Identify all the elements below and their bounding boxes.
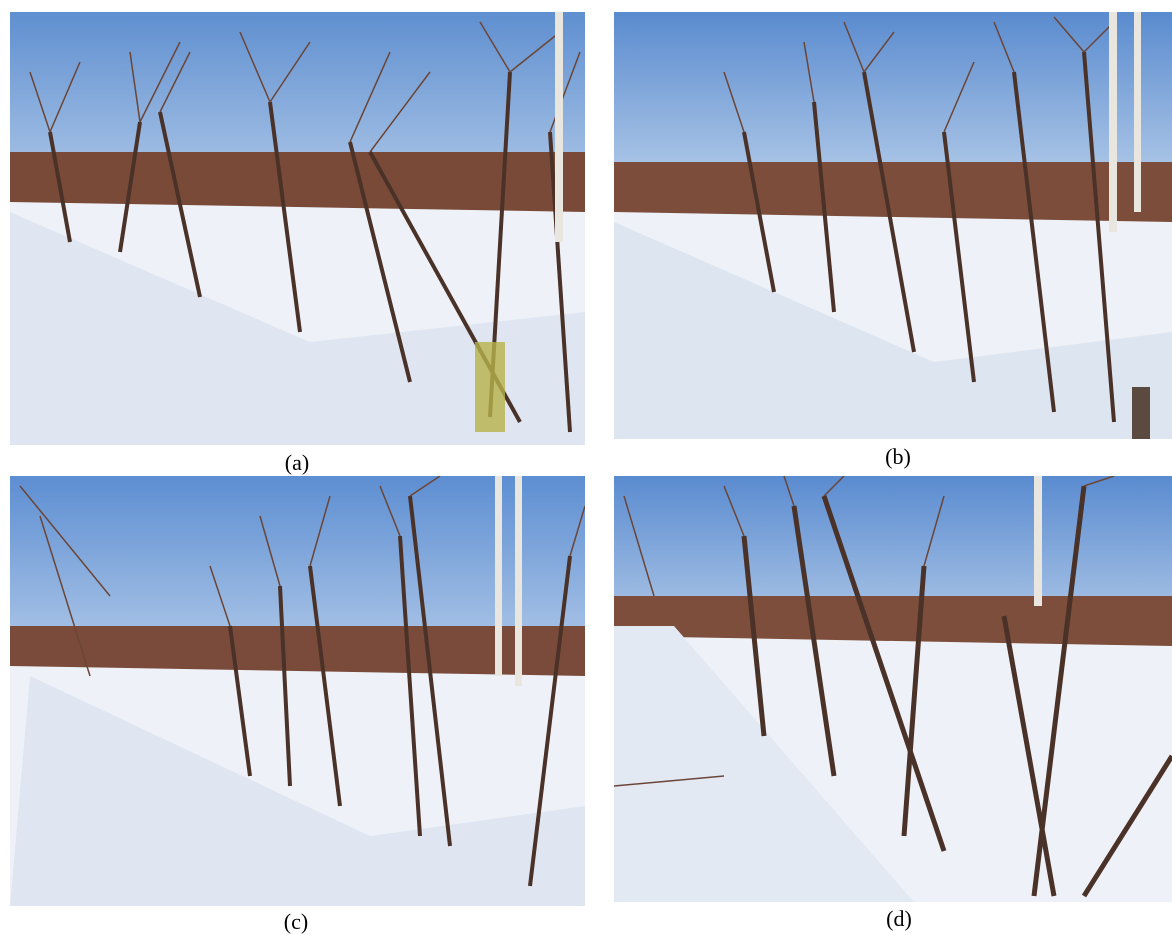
orchard-scene-c xyxy=(10,476,585,906)
orchard-scene-a xyxy=(10,12,585,445)
caption-d: (d) xyxy=(886,906,912,931)
orchard-scene-d xyxy=(614,476,1172,902)
orchard-scene-b xyxy=(614,12,1172,439)
photo-orchard-d xyxy=(614,476,1172,902)
caption-a: (a) xyxy=(284,450,310,475)
photo-orchard-a xyxy=(10,12,585,445)
caption-c: (c) xyxy=(283,909,309,934)
caption-b: (b) xyxy=(885,444,911,469)
photo-orchard-b xyxy=(614,12,1172,439)
photo-orchard-c xyxy=(10,476,585,906)
